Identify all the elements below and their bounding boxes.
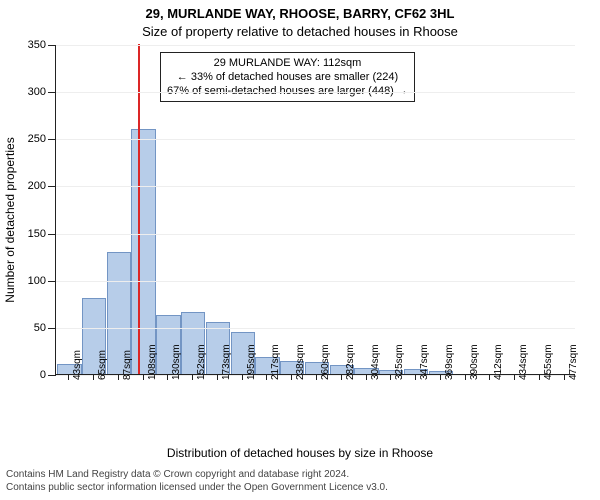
x-tick-label: 87sqm bbox=[122, 350, 133, 380]
annotation-box: 29 MURLANDE WAY: 112sqm ← 33% of detache… bbox=[160, 52, 415, 103]
x-tick bbox=[143, 374, 144, 380]
chart-title-main: 29, MURLANDE WAY, RHOOSE, BARRY, CF62 3H… bbox=[0, 6, 600, 21]
x-tick bbox=[93, 374, 94, 380]
footer-attribution: Contains HM Land Registry data © Crown c… bbox=[6, 468, 594, 494]
gridline bbox=[56, 45, 575, 46]
property-marker-line bbox=[138, 44, 140, 374]
x-tick-label: 304sqm bbox=[370, 344, 381, 380]
x-tick-label: 390sqm bbox=[469, 344, 480, 380]
gridline bbox=[56, 234, 575, 235]
x-tick-label: 347sqm bbox=[419, 344, 430, 380]
y-tick bbox=[48, 92, 56, 93]
x-tick-label: 282sqm bbox=[345, 344, 356, 380]
y-tick-label: 150 bbox=[28, 228, 46, 240]
y-tick-label: 100 bbox=[28, 275, 46, 287]
x-tick-label: 455sqm bbox=[543, 344, 554, 380]
x-tick-label: 238sqm bbox=[295, 344, 306, 380]
y-tick bbox=[48, 281, 56, 282]
x-tick bbox=[266, 374, 267, 380]
x-tick-label: 108sqm bbox=[147, 344, 158, 380]
annotation-line-2: ← 33% of detached houses are smaller (22… bbox=[167, 70, 408, 84]
y-tick-label: 0 bbox=[40, 369, 46, 381]
x-tick bbox=[539, 374, 540, 380]
plot-area: 29 MURLANDE WAY: 112sqm ← 33% of detache… bbox=[55, 45, 575, 375]
footer-line-2: Contains public sector information licen… bbox=[6, 481, 594, 494]
x-tick bbox=[440, 374, 441, 380]
x-tick bbox=[242, 374, 243, 380]
y-tick bbox=[48, 186, 56, 187]
x-axis-caption: Distribution of detached houses by size … bbox=[0, 446, 600, 460]
x-tick bbox=[465, 374, 466, 380]
x-tick-label: 217sqm bbox=[270, 344, 281, 380]
y-tick-label: 350 bbox=[28, 39, 46, 51]
x-tick bbox=[415, 374, 416, 380]
y-axis-label: Number of detached properties bbox=[3, 137, 17, 302]
x-tick bbox=[341, 374, 342, 380]
x-tick-label: 195sqm bbox=[246, 344, 257, 380]
x-tick bbox=[192, 374, 193, 380]
y-tick bbox=[48, 45, 56, 46]
y-tick-label: 200 bbox=[28, 180, 46, 192]
x-tick-label: 152sqm bbox=[196, 344, 207, 380]
x-tick bbox=[489, 374, 490, 380]
gridline bbox=[56, 328, 575, 329]
y-tick-label: 50 bbox=[34, 322, 46, 334]
gridline bbox=[56, 139, 575, 140]
footer-line-1: Contains HM Land Registry data © Crown c… bbox=[6, 468, 594, 481]
x-tick bbox=[118, 374, 119, 380]
y-tick bbox=[48, 139, 56, 140]
gridline bbox=[56, 186, 575, 187]
gridline bbox=[56, 281, 575, 282]
x-tick-label: 43sqm bbox=[72, 350, 83, 380]
x-tick bbox=[68, 374, 69, 380]
x-tick bbox=[366, 374, 367, 380]
x-tick-label: 325sqm bbox=[394, 344, 405, 380]
x-tick-label: 130sqm bbox=[171, 344, 182, 380]
x-tick-label: 412sqm bbox=[493, 344, 504, 380]
x-tick-label: 173sqm bbox=[221, 344, 232, 380]
x-tick-label: 260sqm bbox=[320, 344, 331, 380]
x-tick-label: 434sqm bbox=[518, 344, 529, 380]
x-tick bbox=[167, 374, 168, 380]
x-tick bbox=[390, 374, 391, 380]
x-tick-label: 369sqm bbox=[444, 344, 455, 380]
x-tick-label: 65sqm bbox=[97, 350, 108, 380]
x-tick bbox=[316, 374, 317, 380]
gridline bbox=[56, 92, 575, 93]
y-tick bbox=[48, 328, 56, 329]
y-tick bbox=[48, 234, 56, 235]
annotation-line-1: 29 MURLANDE WAY: 112sqm bbox=[167, 56, 408, 70]
y-tick-label: 250 bbox=[28, 133, 46, 145]
x-tick bbox=[217, 374, 218, 380]
x-tick bbox=[514, 374, 515, 380]
x-tick bbox=[291, 374, 292, 380]
chart-title-sub: Size of property relative to detached ho… bbox=[0, 24, 600, 39]
bar bbox=[131, 129, 155, 374]
x-tick bbox=[564, 374, 565, 380]
histogram-chart: 29, MURLANDE WAY, RHOOSE, BARRY, CF62 3H… bbox=[0, 0, 600, 500]
y-tick-label: 300 bbox=[28, 86, 46, 98]
y-tick bbox=[48, 375, 56, 376]
x-tick-label: 477sqm bbox=[568, 344, 579, 380]
